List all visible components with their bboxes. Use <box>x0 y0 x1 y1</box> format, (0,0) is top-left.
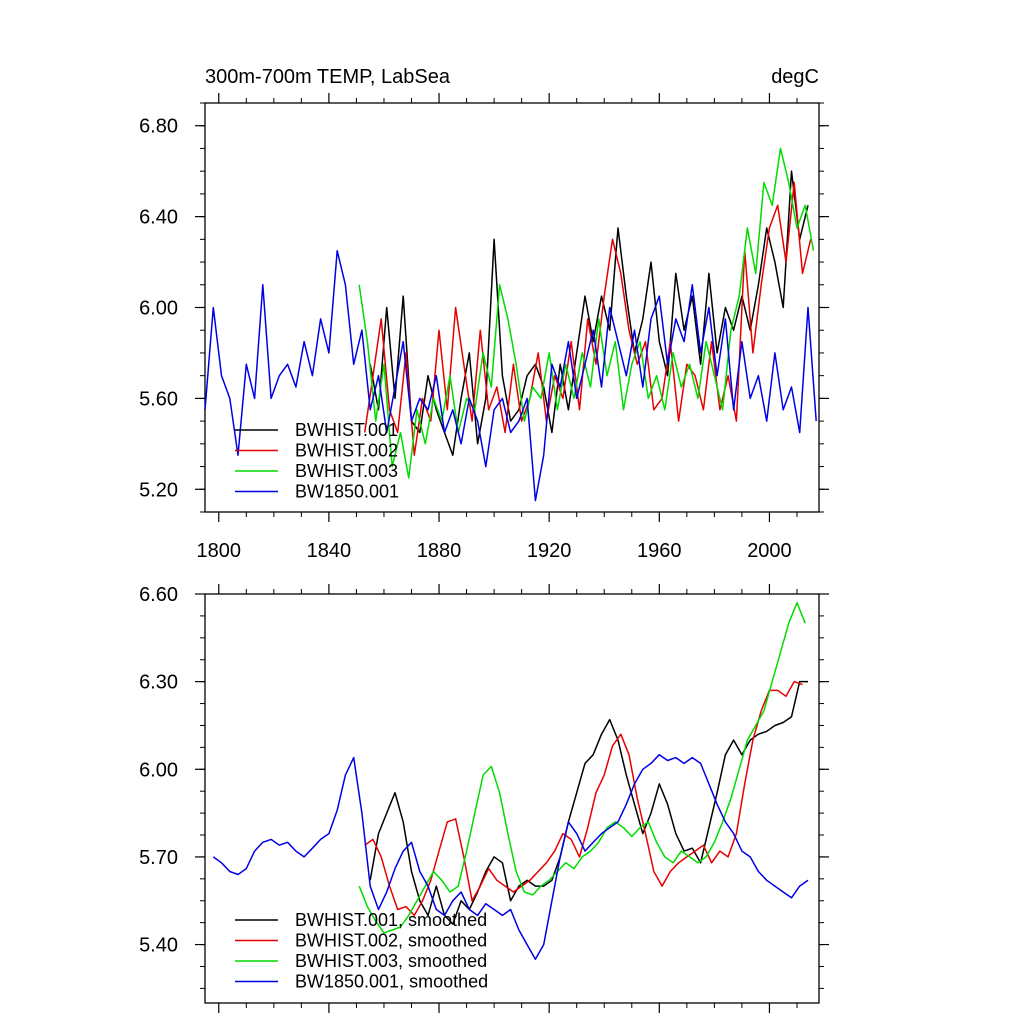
x-tick-label: 2000 <box>747 540 792 562</box>
top-panel: 1800 1840 1880 1920 1960 2000 5.20 5.60 6.00 6.40… <box>139 66 829 562</box>
legend-label: BW1850.001, smoothed <box>295 972 488 992</box>
y-tick-label: 6.60 <box>139 584 178 606</box>
legend-label: BWHIST.002, smoothed <box>295 931 487 951</box>
series-line-bw1850-001 <box>204 249 817 502</box>
series-line-bwhist-003-smoothed <box>358 602 806 934</box>
y-tick-label: 5.70 <box>139 847 178 869</box>
legend-label: BWHIST.003 <box>295 461 398 481</box>
bottom-plot-frame <box>204 593 820 1004</box>
x-tick-label: 1960 <box>637 540 682 562</box>
y-tick-label: 6.00 <box>139 759 178 781</box>
y-tick-label: 6.80 <box>139 116 178 138</box>
legend-label: BW1850.001 <box>295 482 399 502</box>
series-line-bwhist-001 <box>369 170 809 456</box>
x-tick-label: 1800 <box>197 540 242 562</box>
y-tick-label: 6.00 <box>139 298 178 320</box>
bottom-panel: 5.40 5.70 6.00 6.30 6.60 BWHIST.001, smoothed… <box>139 584 829 1013</box>
x-tick-label: 1880 <box>417 540 462 562</box>
series-line-bwhist-002-smoothed <box>364 680 803 917</box>
legend-label: BWHIST.001 <box>295 420 398 440</box>
legend-label: BWHIST.003, smoothed <box>295 951 487 971</box>
chart-units: degC <box>771 66 819 88</box>
chart-title: 300m-700m TEMP, LabSea <box>205 66 451 88</box>
y-tick-label: 6.30 <box>139 672 178 694</box>
legend-label: BWHIST.001, smoothed <box>295 910 487 930</box>
series-line-bwhist-001-smoothed <box>369 680 808 925</box>
series-line-bwhist-003 <box>358 147 815 479</box>
series-line-bw1850-001-smoothed <box>212 753 809 960</box>
y-tick-label: 5.40 <box>139 935 178 957</box>
series-line-bwhist-002 <box>363 181 812 456</box>
y-tick-label: 5.60 <box>139 388 178 410</box>
y-tick-label: 6.40 <box>139 207 178 229</box>
x-tick-label: 1920 <box>527 540 572 562</box>
y-tick-label: 5.20 <box>139 479 178 501</box>
legend-label: BWHIST.002 <box>295 441 398 461</box>
x-tick-label: 1840 <box>307 540 352 562</box>
